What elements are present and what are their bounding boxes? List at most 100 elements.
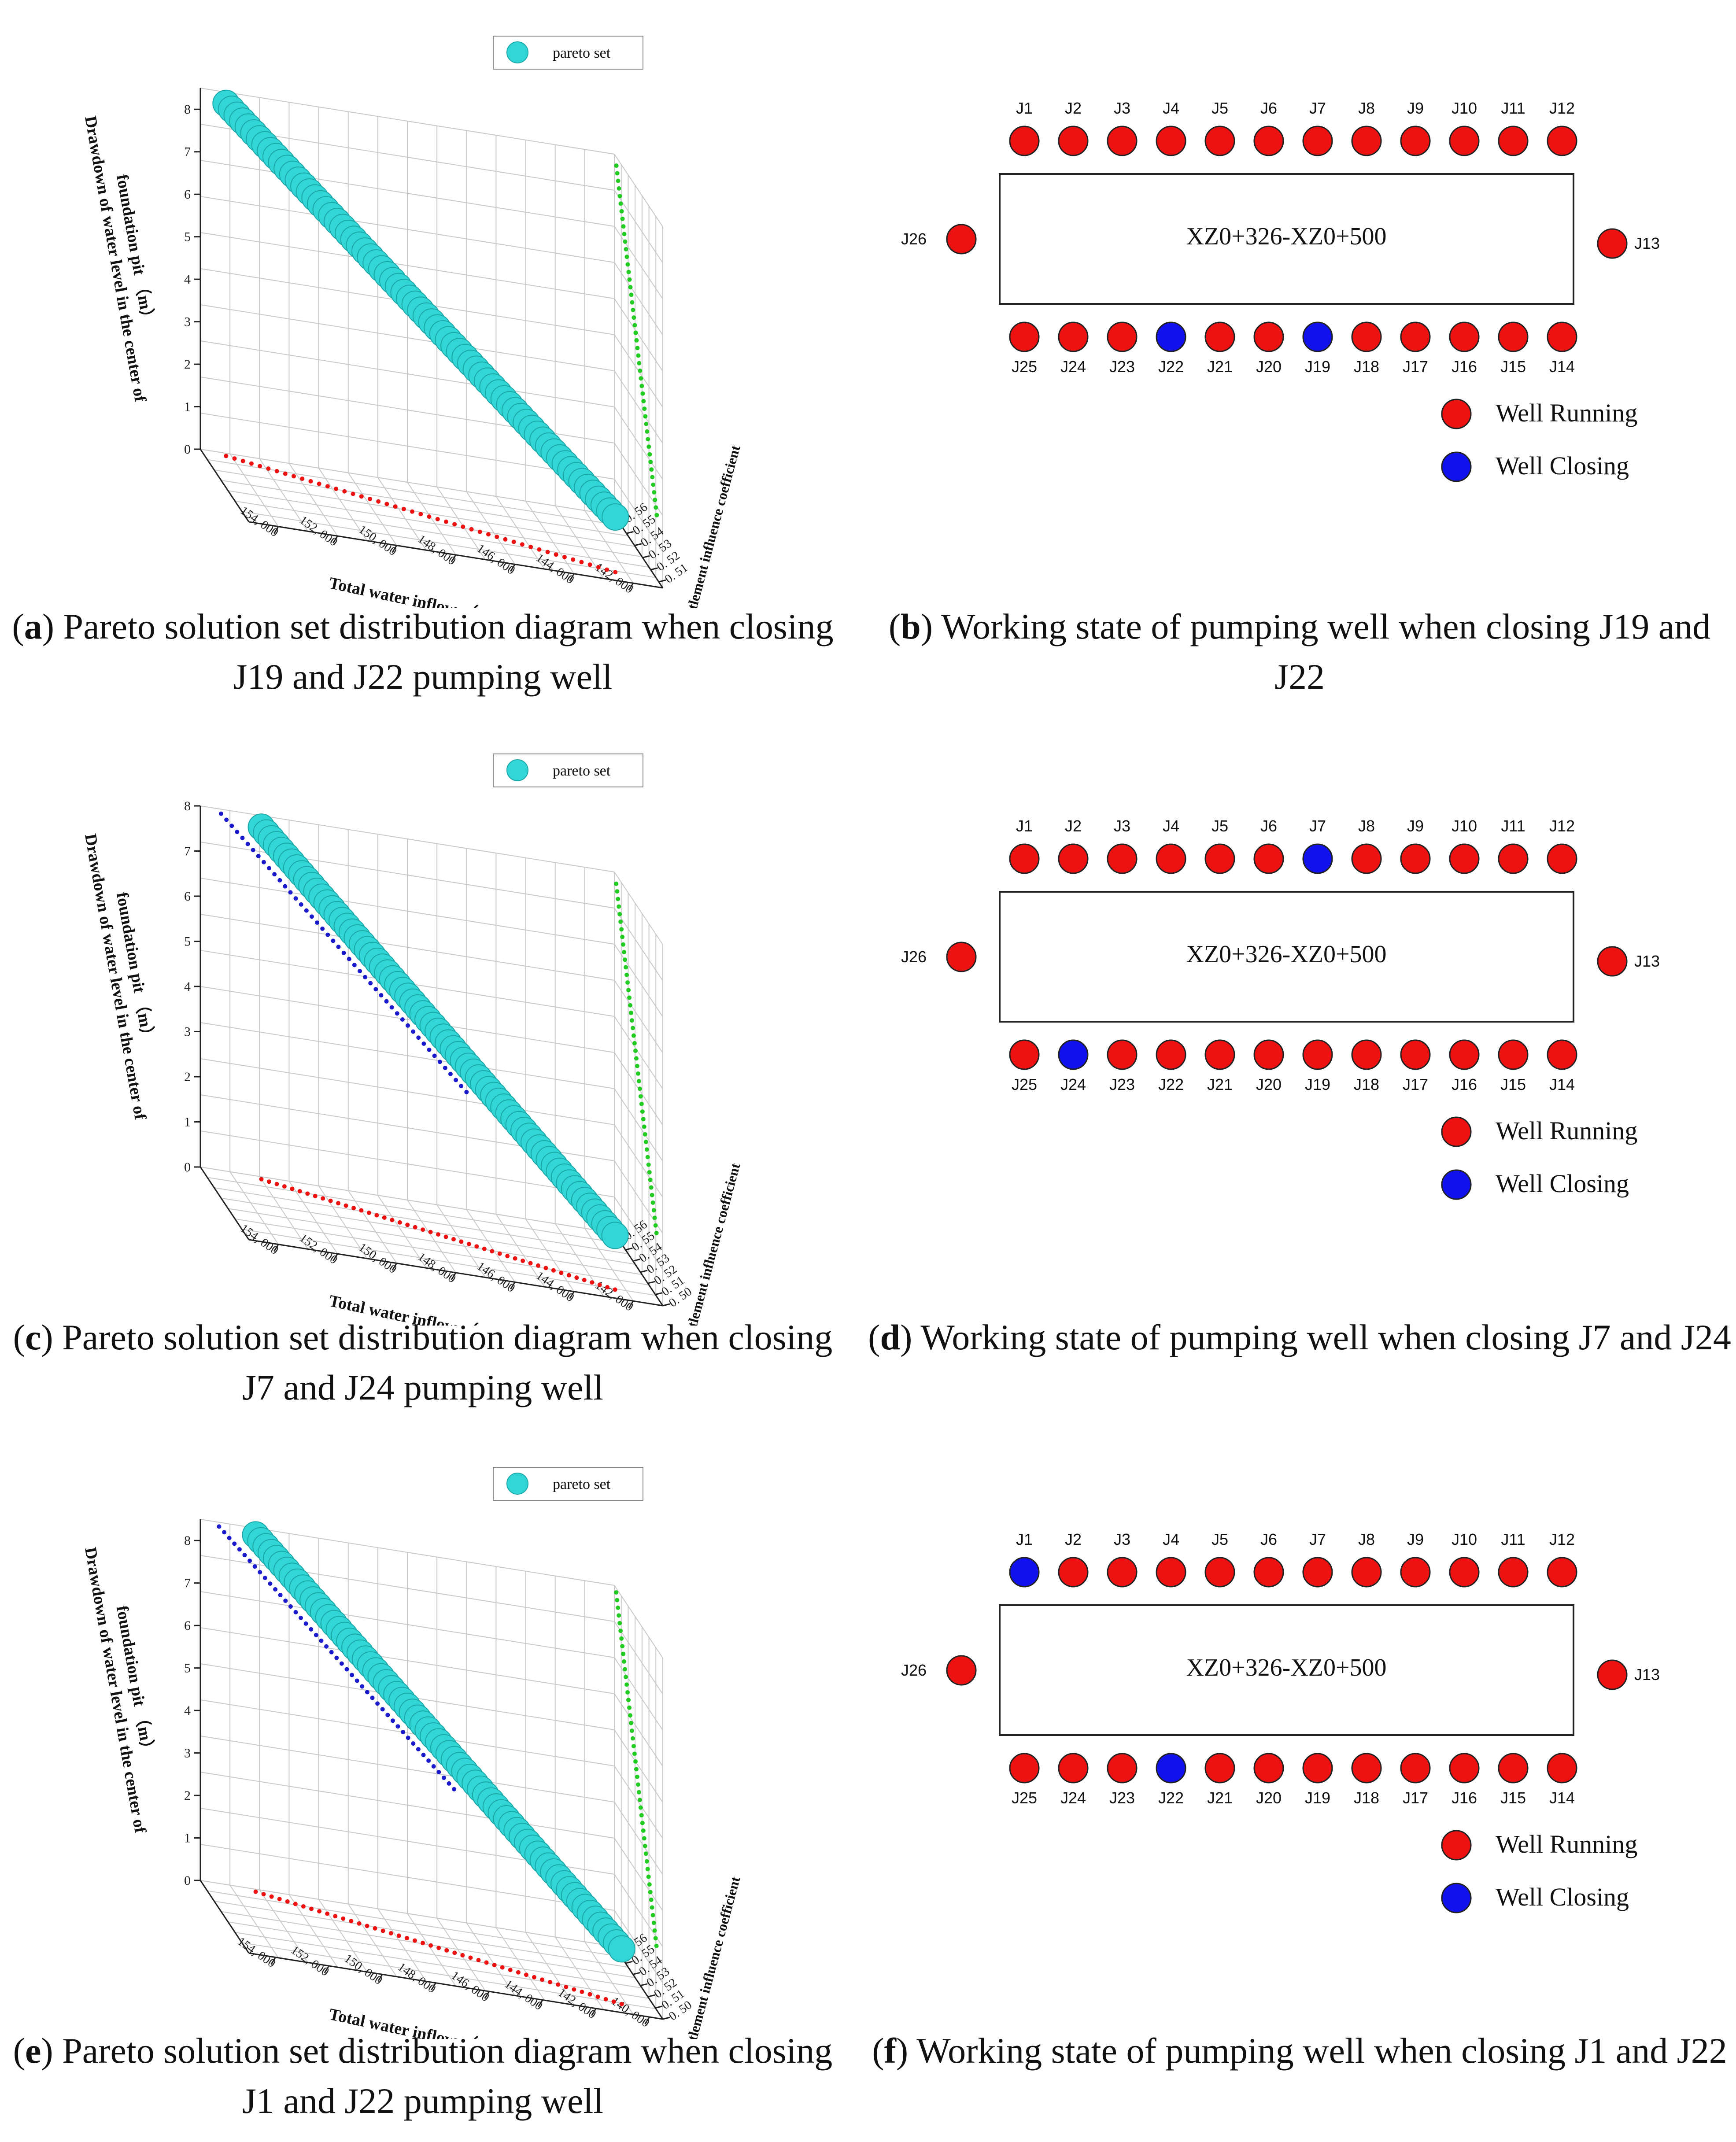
well-j25 — [1009, 1753, 1040, 1784]
projection-yz-point — [626, 270, 631, 274]
projection-xz-point — [325, 932, 330, 937]
projection-yz-point — [622, 232, 627, 236]
projection-xy-point — [596, 565, 601, 569]
projection-yz-point — [631, 307, 635, 312]
projection-xy-point — [444, 1948, 449, 1953]
projection-xz-point — [411, 1029, 416, 1034]
grid-line — [377, 1908, 427, 1982]
projection-yz-point — [629, 1018, 634, 1023]
projection-xy-point — [537, 547, 542, 552]
projection-yz-point — [654, 1230, 659, 1235]
projection-xz-point — [426, 1758, 431, 1763]
z-tick-label: 7 — [184, 844, 191, 859]
grid-line — [200, 88, 615, 155]
legend: pareto set — [493, 36, 643, 70]
well-label-bottom: J17 — [1403, 1075, 1428, 1093]
grid-line — [525, 501, 575, 574]
projection-xy-point — [443, 1234, 448, 1239]
projection-yz-point — [640, 1109, 645, 1114]
projection-yz-point — [642, 1124, 646, 1129]
legend-closing-marker — [1441, 1883, 1472, 1913]
grid-line — [200, 1772, 615, 1839]
x-axis-line — [248, 1952, 663, 2020]
legend-running-label: Well Running — [1496, 399, 1637, 427]
projection-yz-point — [653, 498, 657, 502]
well-label-left: J26 — [901, 230, 927, 248]
projection-xz-point — [432, 1053, 437, 1058]
z-tick-label: 1 — [184, 400, 191, 414]
well-label-top: J7 — [1309, 1530, 1326, 1548]
projection-xy-point — [367, 496, 372, 501]
projection-xz-point — [380, 1707, 385, 1712]
projection-xz-point — [283, 884, 288, 889]
projection-series — [219, 811, 659, 1292]
projection-xy-point — [274, 469, 279, 473]
grid-line — [495, 1927, 545, 2001]
projection-xy-point — [308, 479, 313, 484]
projection-yz-point — [645, 1867, 650, 1872]
projection-xy-point — [266, 1179, 271, 1184]
projection-yz-point — [643, 1140, 648, 1145]
grid-line — [614, 1621, 663, 1695]
projection-yz-point — [618, 1629, 623, 1633]
projection-yz-point — [638, 368, 643, 373]
projection-xy-point — [342, 489, 347, 494]
well-label-top: J11 — [1501, 817, 1525, 835]
well-label-bottom: J23 — [1109, 1075, 1135, 1093]
legend-closing-marker — [1441, 1169, 1472, 1200]
well-j4 — [1156, 1557, 1186, 1588]
projection-xy-point — [613, 570, 618, 575]
projection-xy-point — [587, 562, 592, 567]
projection-yz-point — [639, 384, 644, 388]
well-j1 — [1009, 843, 1040, 874]
projection-xy-point — [532, 1975, 536, 1980]
projection-yz-point — [636, 1079, 641, 1084]
projection-yz-point — [621, 942, 626, 947]
projection-xy-point — [253, 1889, 258, 1894]
legend-label: pareto set — [553, 763, 611, 779]
x-tick — [377, 1974, 383, 1982]
projection-xy-point — [321, 1196, 325, 1201]
projection-xy-point — [595, 1994, 600, 1999]
well-j24 — [1058, 1753, 1089, 1784]
x-tick — [510, 564, 516, 572]
well-j15 — [1498, 1039, 1529, 1070]
well-j24 — [1058, 321, 1089, 352]
projection-xz-point — [406, 1736, 410, 1740]
projection-xy-point — [277, 1897, 282, 1902]
projection-xy-point — [380, 1928, 385, 1933]
projection-xz-point — [370, 1695, 375, 1700]
well-label-top: J6 — [1260, 1530, 1277, 1548]
pareto-series — [242, 1521, 635, 1963]
projection-yz-point — [650, 1905, 654, 1910]
projection-yz-point — [646, 444, 651, 449]
projection-yz-point — [628, 1713, 633, 1718]
well-j21 — [1204, 1039, 1235, 1070]
projection-xy-point — [328, 1198, 333, 1203]
y-tick — [647, 1281, 655, 1284]
projection-yz-point — [633, 1759, 638, 1764]
projection-xy-point — [305, 1191, 310, 1196]
projection-xy-point — [404, 1936, 409, 1941]
projection-yz-point — [645, 1155, 650, 1160]
projection-xy-point — [551, 1268, 556, 1273]
well-layout: XZ0+326-XZ0+500 J1 J2 J3 J4 J5 J6 J7 J8 J9 J10 J11 J… — [901, 817, 1660, 1200]
grid-line — [200, 1699, 615, 1766]
legend-closing-marker — [1441, 451, 1472, 482]
projection-yz-point — [632, 1041, 637, 1045]
projection-xz-point — [331, 938, 336, 943]
projection-xz-point — [389, 1005, 394, 1010]
grid-line — [614, 1160, 663, 1234]
projection-yz-point — [629, 1010, 634, 1015]
projection-yz-point — [643, 1843, 647, 1848]
projection-xz-point — [436, 1769, 441, 1774]
projection-xz-point — [309, 914, 314, 919]
well-label-top: J11 — [1501, 1530, 1525, 1548]
projection-xz-point — [384, 999, 389, 1004]
grid-line — [614, 1585, 663, 1658]
y-tick — [650, 567, 658, 571]
projection-yz-point — [627, 277, 632, 282]
projection-xy-point — [619, 2002, 624, 2006]
projection-yz-point — [629, 292, 634, 297]
